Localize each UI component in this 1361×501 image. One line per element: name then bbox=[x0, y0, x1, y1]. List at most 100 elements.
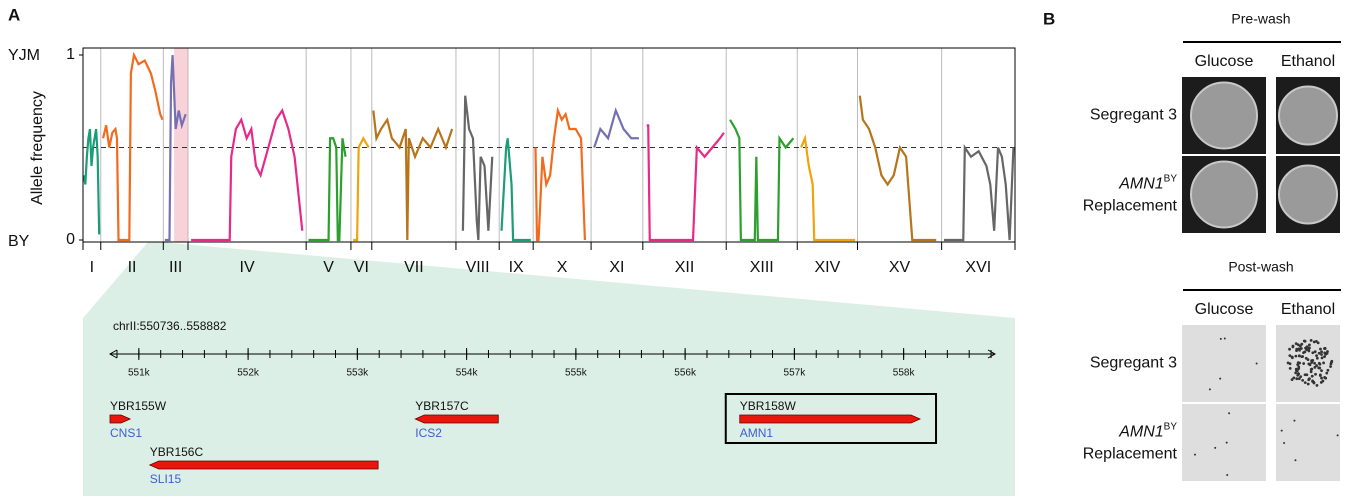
speck bbox=[1311, 375, 1314, 378]
allele-line bbox=[502, 138, 531, 240]
speck bbox=[1307, 358, 1310, 361]
x-tick-label: XIV bbox=[814, 259, 840, 276]
speck bbox=[1319, 348, 1322, 351]
y-axis-title: Allele frequency bbox=[29, 91, 46, 205]
tick-label: 551k bbox=[128, 368, 151, 379]
gene-arrow bbox=[415, 415, 498, 423]
speck bbox=[1311, 351, 1314, 354]
page: {"panel_labels":["A","B"], "chart_data":… bbox=[0, 0, 1361, 501]
colony bbox=[1279, 87, 1337, 145]
speck bbox=[1209, 388, 1211, 390]
speck bbox=[1315, 340, 1318, 343]
speck bbox=[1295, 349, 1298, 352]
speck bbox=[1295, 377, 1298, 380]
row-label: AMN1BY bbox=[1118, 173, 1177, 193]
y-end-label: YJM bbox=[8, 47, 40, 64]
speck bbox=[1292, 346, 1295, 349]
panel-label: A bbox=[8, 5, 20, 24]
speck bbox=[1298, 354, 1301, 357]
gene-alias: AMN1 bbox=[740, 426, 774, 440]
speck bbox=[1281, 430, 1283, 432]
row-label: Replacement bbox=[1083, 198, 1178, 215]
highlight bbox=[174, 48, 188, 242]
speck bbox=[1304, 347, 1307, 350]
speck bbox=[1309, 363, 1312, 366]
tick-label: 556k bbox=[674, 368, 697, 379]
gene-alias: CNS1 bbox=[110, 426, 142, 440]
speck bbox=[1297, 365, 1300, 368]
speck bbox=[1307, 378, 1310, 381]
speck bbox=[1337, 434, 1339, 436]
speck bbox=[1297, 343, 1300, 346]
speck bbox=[1308, 344, 1311, 347]
speck bbox=[1304, 373, 1307, 376]
photo bbox=[1182, 325, 1266, 402]
allele-line bbox=[84, 129, 99, 234]
row-label: Replacement bbox=[1083, 446, 1178, 463]
speck bbox=[1307, 383, 1310, 386]
colony bbox=[1191, 162, 1257, 228]
gene-name: YBR156C bbox=[150, 445, 204, 459]
speck bbox=[1317, 366, 1320, 369]
allele-line bbox=[463, 96, 492, 240]
speck bbox=[1301, 379, 1304, 382]
gene-symbol: AMN1 bbox=[1118, 424, 1163, 441]
gene-name: YBR158W bbox=[740, 399, 797, 413]
speck bbox=[1303, 340, 1306, 343]
speck bbox=[1295, 369, 1298, 372]
allele-line bbox=[594, 111, 639, 148]
section-title: Pre-wash bbox=[1231, 11, 1290, 27]
speck bbox=[1320, 369, 1323, 372]
speck bbox=[1291, 378, 1294, 381]
allele-line bbox=[944, 148, 1013, 241]
allele-line bbox=[730, 120, 793, 240]
speck bbox=[1320, 381, 1323, 384]
speck bbox=[1294, 371, 1297, 374]
speck bbox=[1318, 352, 1321, 355]
colony bbox=[1191, 83, 1257, 149]
speck bbox=[1316, 384, 1319, 387]
speck bbox=[1320, 350, 1323, 353]
y-end-label: BY bbox=[8, 233, 30, 250]
row-label: Segregant 3 bbox=[1090, 107, 1177, 124]
gene-alias: ICS2 bbox=[415, 426, 442, 440]
speck bbox=[1329, 365, 1332, 368]
speck bbox=[1314, 366, 1317, 369]
colony bbox=[1279, 166, 1337, 224]
allele-line bbox=[308, 138, 345, 240]
speck bbox=[1296, 374, 1299, 377]
row-label: AMN1BY bbox=[1118, 421, 1177, 441]
speck bbox=[1224, 337, 1226, 339]
speck bbox=[1226, 442, 1228, 444]
speck bbox=[1310, 339, 1313, 342]
speck bbox=[1324, 377, 1327, 380]
x-tick-label: X bbox=[557, 259, 568, 276]
x-tick-label: XV bbox=[889, 259, 911, 276]
speck bbox=[1304, 381, 1307, 384]
column-label: Glucose bbox=[1195, 53, 1254, 70]
speck bbox=[1293, 420, 1295, 422]
speck bbox=[1326, 350, 1329, 353]
gene-symbol: AMN1 bbox=[1118, 176, 1163, 193]
zoom-shade bbox=[83, 242, 1015, 496]
speck bbox=[1219, 378, 1221, 380]
gene-arrow bbox=[740, 415, 920, 423]
speck bbox=[1322, 362, 1325, 365]
region-label: chrII:550736..558882 bbox=[113, 319, 227, 333]
speck bbox=[1294, 459, 1296, 461]
superscript: BY bbox=[1164, 173, 1178, 184]
speck bbox=[1315, 354, 1318, 357]
x-tick-label: XII bbox=[675, 259, 695, 276]
speck bbox=[1323, 351, 1326, 354]
column-label: Ethanol bbox=[1281, 301, 1335, 318]
gene-arrow bbox=[150, 461, 378, 469]
y-tick-label: 1 bbox=[66, 46, 75, 63]
allele-line bbox=[373, 111, 452, 241]
speck bbox=[1323, 347, 1326, 350]
speck bbox=[1294, 355, 1297, 358]
speck bbox=[1299, 375, 1302, 378]
speck bbox=[1300, 343, 1303, 346]
speck bbox=[1298, 362, 1301, 365]
speck bbox=[1310, 368, 1313, 371]
x-tick-label: IV bbox=[240, 259, 255, 276]
